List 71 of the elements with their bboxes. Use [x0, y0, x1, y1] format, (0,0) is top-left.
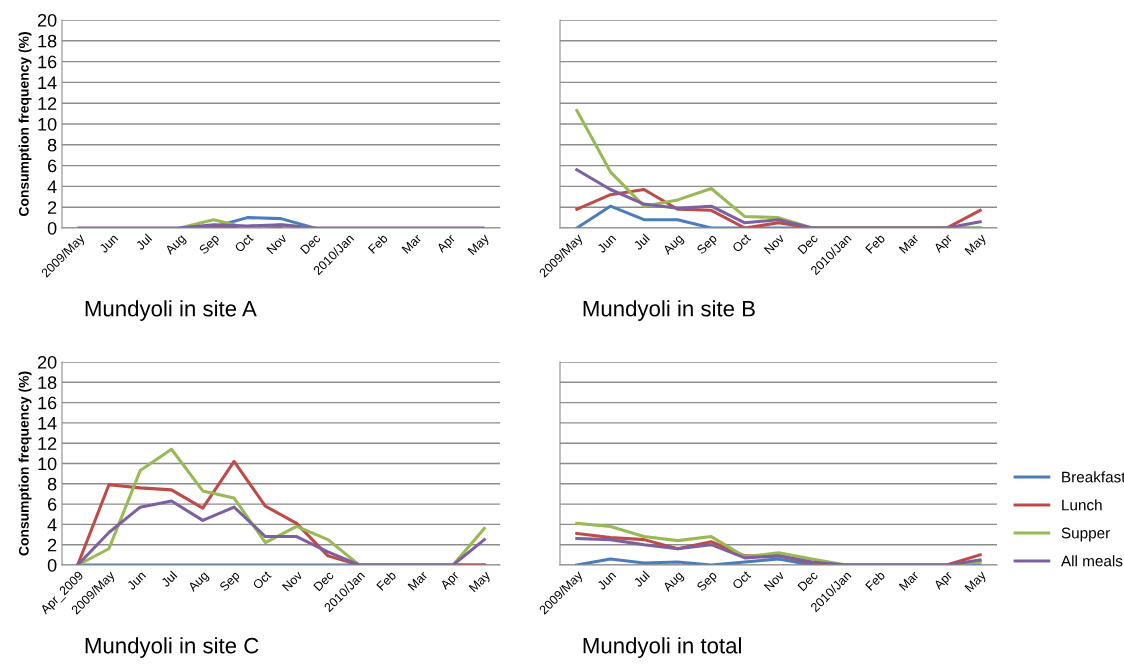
- x-tick-label: Feb: [864, 233, 886, 254]
- x-tick-label: May: [467, 233, 492, 258]
- x-tick-label: Jul: [135, 233, 153, 251]
- x-tick-label: Oct: [731, 570, 752, 590]
- x-tick-label: Mar: [898, 233, 920, 254]
- x-tick-label: May: [964, 570, 989, 595]
- legend-label: Supper: [1061, 527, 1110, 542]
- y-tick-label: 4: [47, 180, 57, 193]
- y-axis-title: Consumption frequency (%): [18, 371, 32, 556]
- x-tick-label: Nov: [266, 233, 288, 255]
- x-tick-label: Sep: [696, 570, 720, 594]
- x-tick-label: Sep: [198, 233, 222, 257]
- legend-label: All meals: [1060, 555, 1123, 567]
- y-tick-label: 6: [48, 159, 57, 173]
- y-tick-label: 16: [38, 396, 57, 410]
- y-tick-label: 0: [47, 558, 57, 572]
- y-tick-label: 14: [38, 76, 57, 89]
- x-tick-label: Feb: [864, 570, 886, 591]
- y-tick-label: 6: [48, 498, 57, 511]
- legend-label: Lunch: [1062, 499, 1102, 511]
- x-tick-label: Aug: [187, 570, 211, 594]
- x-tick-label: Nov: [763, 570, 785, 592]
- x-tick-label: Oct: [234, 233, 254, 253]
- text: Mundyoli in total: [583, 637, 741, 658]
- y-tick-label: 8: [47, 138, 57, 152]
- y-tick-label: 20: [37, 355, 57, 369]
- y-tick-label: 20: [37, 13, 57, 27]
- x-tick-label: Feb: [367, 233, 389, 254]
- x-tick-label: Mar: [401, 233, 423, 254]
- x-tick-label: Nov: [281, 570, 304, 592]
- text: Mundyoli in site C: [85, 637, 259, 658]
- y-tick-label: 2: [48, 538, 57, 552]
- y-axis-title: Consumption frequency (%): [18, 32, 32, 217]
- y-tick-label: 12: [38, 97, 57, 110]
- x-tick-label: Mar: [898, 570, 920, 591]
- y-tick-label: 14: [38, 417, 57, 430]
- x-tick-label: Sep: [696, 233, 720, 257]
- x-tick-label: Mar: [407, 570, 429, 591]
- x-tick-label: May: [964, 233, 989, 258]
- x-tick-label: Jun: [596, 233, 617, 254]
- y-tick-label: 16: [38, 55, 57, 69]
- x-tick-label: Apr: [933, 570, 955, 592]
- x-tick-label: Apr: [439, 570, 462, 592]
- y-tick-label: 18: [38, 376, 57, 390]
- text: Mundyoli in site A: [85, 300, 257, 321]
- y-tick-label: 10: [38, 117, 57, 131]
- y-tick-label: 10: [38, 457, 57, 471]
- x-tick-label: Jul: [632, 233, 650, 251]
- x-tick-label: Feb: [376, 570, 397, 591]
- x-tick-label: May: [468, 570, 493, 595]
- x-tick-label: Nov: [763, 233, 785, 255]
- x-tick-label: Apr: [933, 233, 955, 255]
- x-tick-label: Oct: [252, 570, 272, 590]
- y-tick-label: 8: [47, 477, 57, 491]
- x-tick-label: Jun: [126, 570, 147, 591]
- y-tick-label: 0: [47, 221, 57, 235]
- x-tick-label: Jun: [98, 233, 119, 254]
- x-tick-label: Jul: [632, 570, 650, 588]
- x-tick-label: Aug: [662, 233, 686, 257]
- x-tick-label: Oct: [731, 233, 752, 253]
- text: Mundyoli in site B: [583, 300, 755, 321]
- y-tick-label: 18: [38, 34, 57, 48]
- x-tick-label: Aug: [164, 233, 188, 257]
- x-tick-label: Sep: [218, 570, 242, 594]
- y-tick-label: 12: [38, 437, 57, 450]
- y-tick-label: 4: [47, 518, 57, 531]
- x-tick-label: Jun: [596, 570, 617, 591]
- y-tick-label: 2: [48, 201, 57, 214]
- x-tick-label: Apr: [436, 233, 458, 255]
- x-tick-label: Aug: [662, 570, 686, 594]
- x-tick-label: Jul: [160, 570, 178, 588]
